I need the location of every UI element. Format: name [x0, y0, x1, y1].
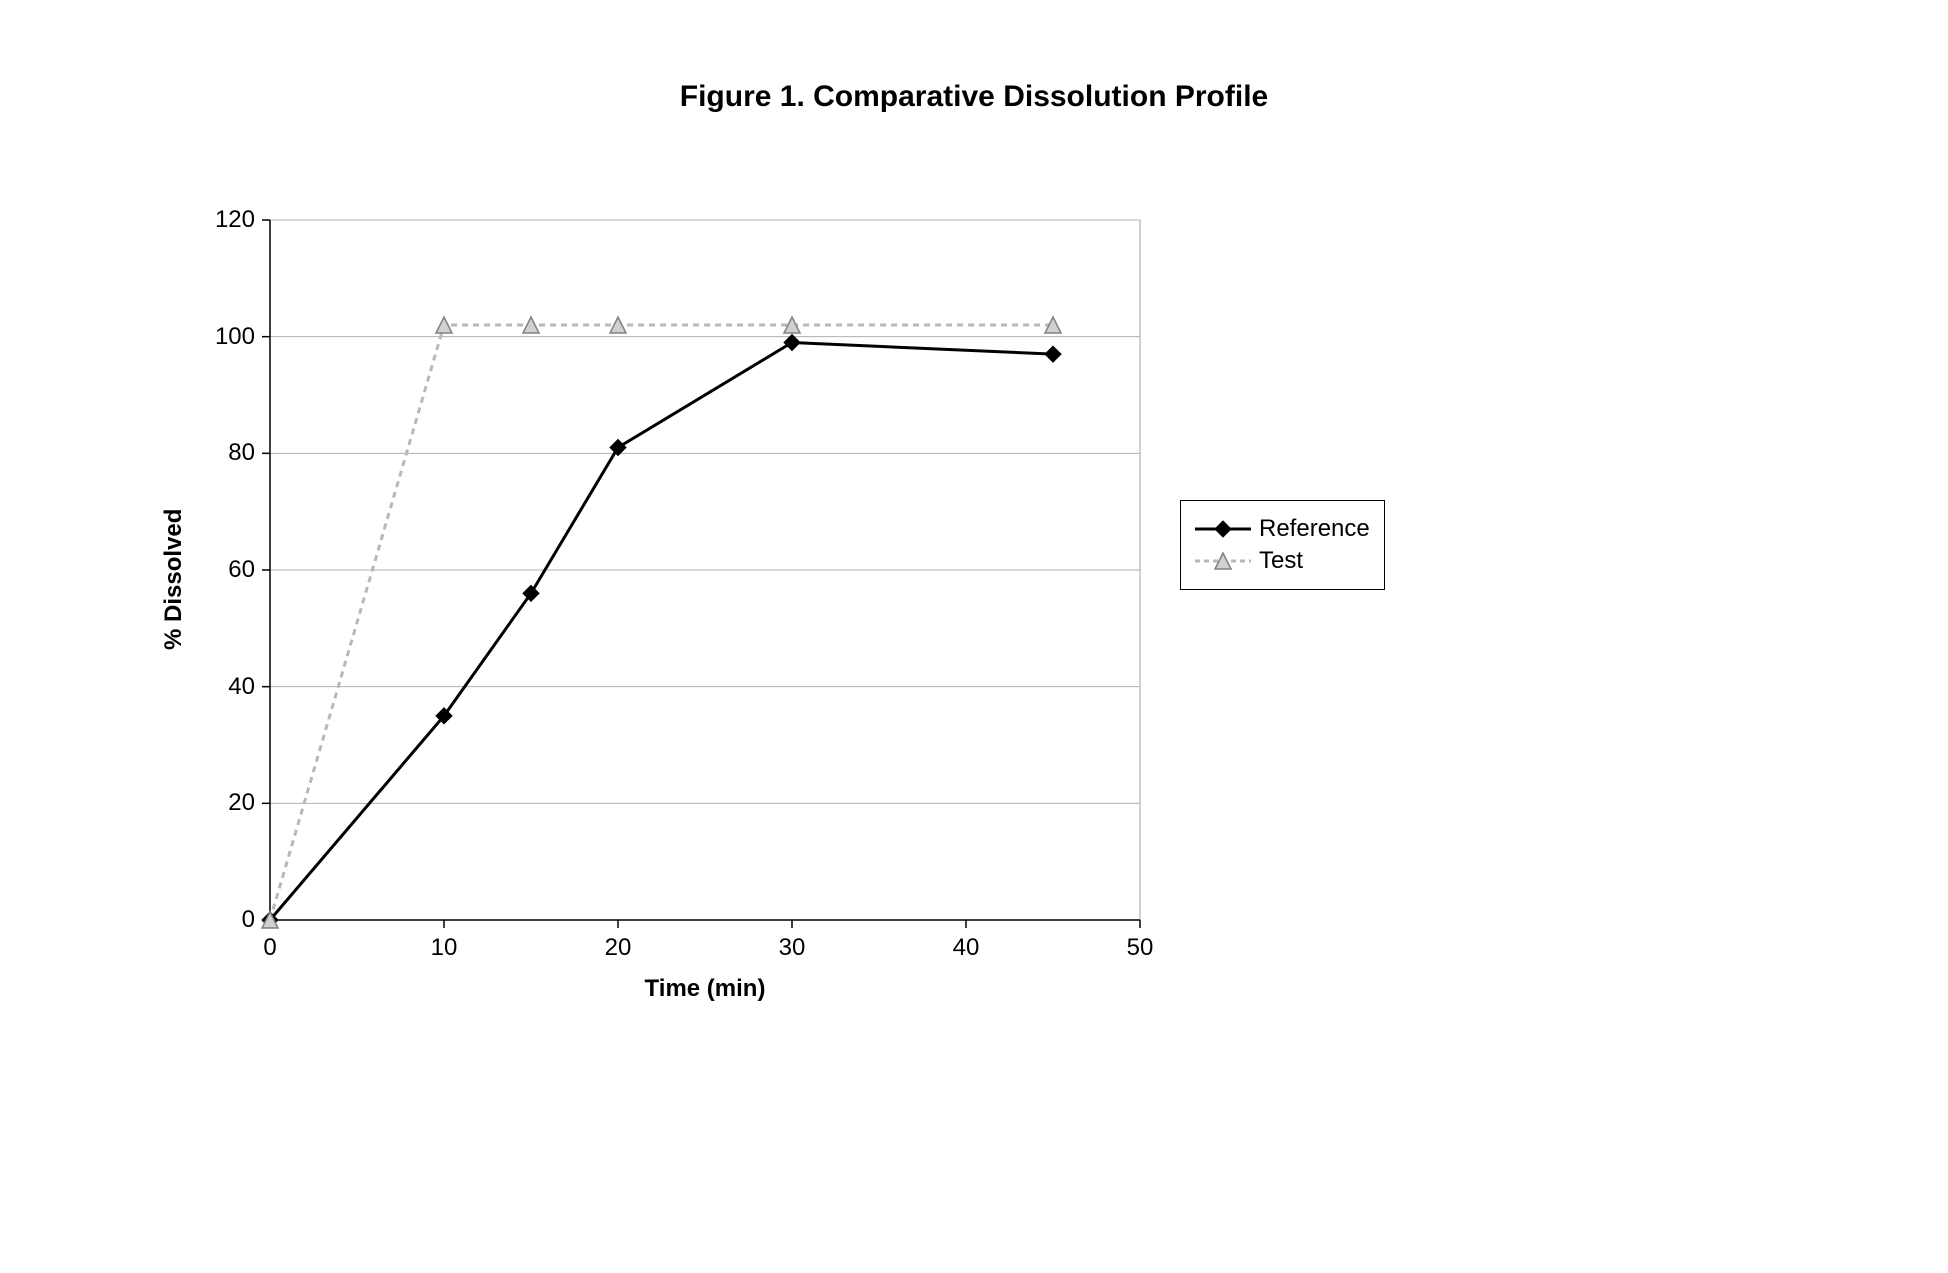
x-tick-label: 10: [424, 934, 464, 962]
chart-title: Figure 1. Comparative Dissolution Profil…: [0, 80, 1948, 114]
y-tick-label: 80: [200, 439, 255, 467]
y-tick-label: 40: [200, 673, 255, 701]
legend-swatch: [1195, 549, 1251, 573]
x-tick-label: 0: [250, 934, 290, 962]
legend-item: Test: [1195, 547, 1370, 575]
chart-container: % Dissolved Time (min) ReferenceTest 010…: [150, 200, 1180, 1005]
x-tick-label: 40: [946, 934, 986, 962]
x-axis-label: Time (min): [270, 975, 1140, 1003]
legend: Reference Test: [1180, 500, 1385, 590]
legend-label: Test: [1259, 547, 1303, 575]
y-tick-label: 120: [200, 206, 255, 234]
legend-item: Reference: [1195, 515, 1370, 543]
y-axis-label: % Dissolved: [160, 509, 188, 650]
y-tick-label: 60: [200, 556, 255, 584]
chart-svg: [150, 200, 1180, 1000]
x-tick-label: 30: [772, 934, 812, 962]
page: Figure 1. Comparative Dissolution Profil…: [0, 0, 1948, 1273]
y-tick-label: 100: [200, 323, 255, 351]
legend-swatch: [1195, 517, 1251, 541]
x-tick-label: 50: [1120, 934, 1160, 962]
legend-label: Reference: [1259, 515, 1370, 543]
y-tick-label: 20: [200, 789, 255, 817]
y-tick-label: 0: [200, 906, 255, 934]
x-tick-label: 20: [598, 934, 638, 962]
